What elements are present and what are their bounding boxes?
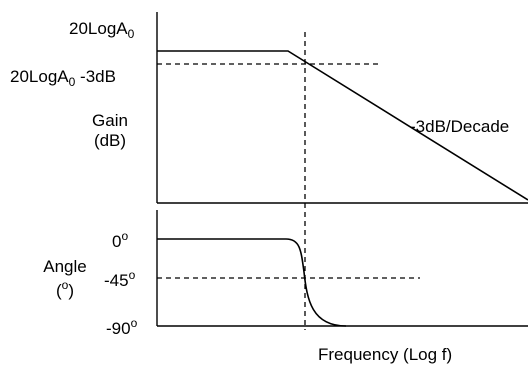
x-axis-label: Frequency (Log f) xyxy=(318,345,453,364)
phase-axis-label: Angle (o) xyxy=(43,257,87,300)
gain-curve xyxy=(157,50,528,201)
gain-minus-3db-label: 20LogA0 -3dB xyxy=(10,67,116,89)
phase-tick-minus-45: -45o xyxy=(104,268,136,290)
gain-ref-label: 20LogA0 xyxy=(69,19,135,41)
phase-curve xyxy=(157,238,347,327)
phase-tick-0: 0o xyxy=(112,229,129,251)
phase-tick-minus-90: -90o xyxy=(106,316,138,338)
slope-label: -3dB/Decade xyxy=(410,117,510,136)
gain-axis-label: Gain (dB) xyxy=(92,111,128,150)
